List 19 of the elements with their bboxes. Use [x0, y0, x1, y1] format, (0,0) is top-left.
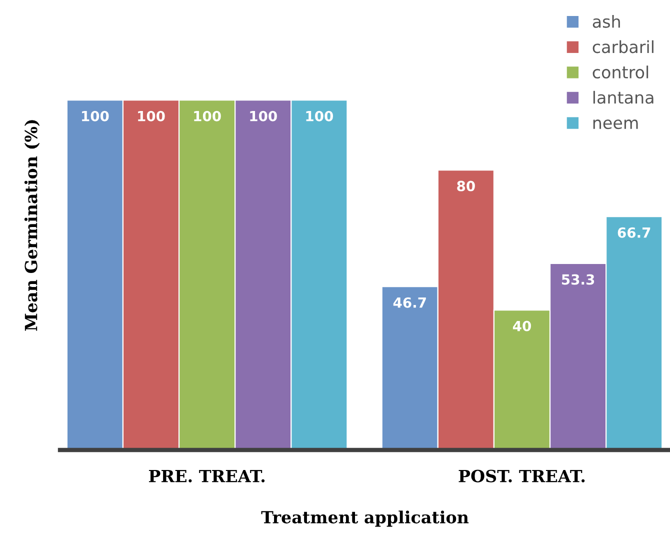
- data-label: 100: [250, 110, 277, 122]
- legend-label: carbaril: [592, 40, 654, 54]
- x-tick-label: POST. TREAT.: [458, 470, 585, 482]
- legend-label: lantana: [593, 90, 654, 104]
- data-label: 100: [194, 110, 221, 122]
- x-axis-title: Treatment application: [261, 510, 469, 527]
- data-label: 46.7: [393, 297, 426, 308]
- data-label: 53.3: [562, 274, 594, 285]
- legend-label: control: [592, 66, 648, 78]
- legend-label: ash: [592, 15, 620, 28]
- data-label: 100: [138, 110, 165, 122]
- legend-label: neem: [593, 120, 638, 130]
- x-tick-label: PRE. TREAT.: [148, 470, 265, 482]
- y-axis-title: Mean Germination (%): [24, 120, 40, 331]
- data-label: 100: [82, 110, 109, 122]
- data-label: 40: [512, 320, 531, 332]
- data-label: 80: [457, 180, 475, 192]
- data-label: 100: [306, 110, 334, 122]
- data-label: 66.7: [618, 227, 650, 238]
